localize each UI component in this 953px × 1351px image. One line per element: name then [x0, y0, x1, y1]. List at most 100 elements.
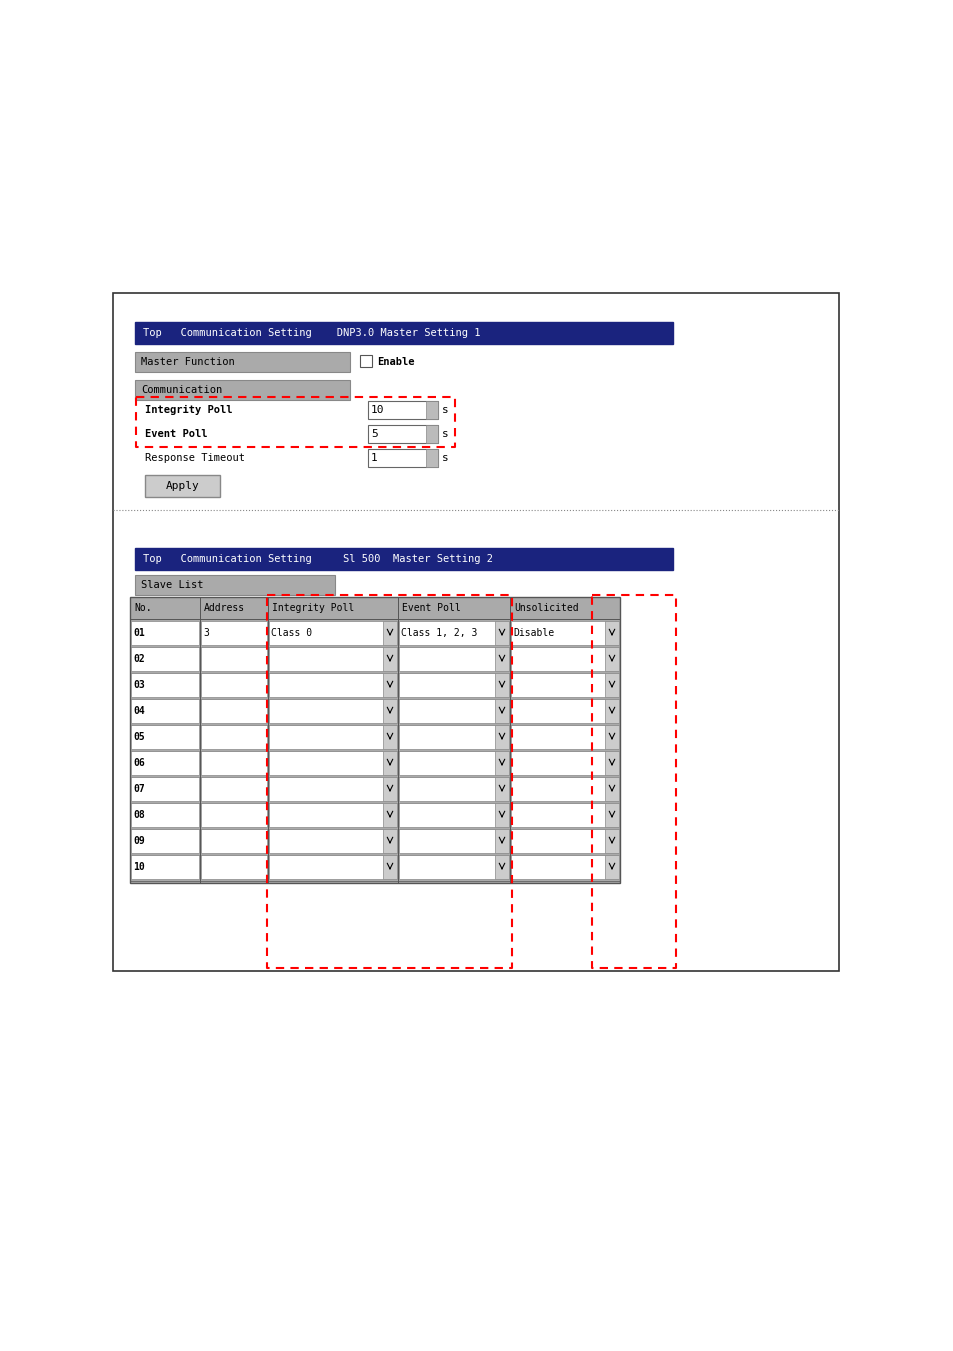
FancyBboxPatch shape	[398, 751, 509, 775]
FancyBboxPatch shape	[426, 449, 437, 467]
FancyBboxPatch shape	[604, 698, 618, 723]
FancyBboxPatch shape	[131, 802, 199, 827]
FancyBboxPatch shape	[495, 698, 509, 723]
FancyBboxPatch shape	[269, 802, 396, 827]
FancyBboxPatch shape	[511, 830, 618, 852]
FancyBboxPatch shape	[495, 673, 509, 697]
FancyBboxPatch shape	[368, 449, 437, 467]
FancyBboxPatch shape	[368, 401, 437, 419]
FancyBboxPatch shape	[131, 830, 199, 852]
FancyBboxPatch shape	[604, 621, 618, 644]
FancyBboxPatch shape	[511, 802, 618, 827]
FancyBboxPatch shape	[269, 673, 396, 697]
FancyBboxPatch shape	[135, 353, 350, 372]
FancyBboxPatch shape	[511, 855, 618, 880]
Text: Address: Address	[204, 603, 245, 613]
FancyBboxPatch shape	[201, 751, 267, 775]
FancyBboxPatch shape	[201, 673, 267, 697]
Text: Event Poll: Event Poll	[145, 430, 208, 439]
FancyBboxPatch shape	[131, 698, 199, 723]
FancyBboxPatch shape	[269, 621, 396, 644]
Text: Integrity Poll: Integrity Poll	[145, 405, 233, 415]
Text: Top   Communication Setting     Sl 500  Master Setting 2: Top Communication Setting Sl 500 Master …	[143, 554, 493, 563]
FancyBboxPatch shape	[269, 725, 396, 748]
Text: Master Function: Master Function	[141, 357, 234, 367]
FancyBboxPatch shape	[398, 698, 509, 723]
FancyBboxPatch shape	[201, 647, 267, 671]
FancyBboxPatch shape	[398, 830, 509, 852]
FancyBboxPatch shape	[604, 830, 618, 852]
FancyBboxPatch shape	[269, 830, 396, 852]
FancyBboxPatch shape	[135, 322, 672, 345]
FancyBboxPatch shape	[426, 401, 437, 419]
FancyBboxPatch shape	[511, 621, 618, 644]
FancyBboxPatch shape	[398, 802, 509, 827]
Text: s: s	[441, 405, 448, 415]
Text: s: s	[441, 453, 448, 463]
FancyBboxPatch shape	[269, 777, 396, 801]
FancyBboxPatch shape	[511, 698, 618, 723]
Text: 06: 06	[132, 758, 145, 767]
FancyBboxPatch shape	[495, 621, 509, 644]
FancyBboxPatch shape	[269, 855, 396, 880]
FancyBboxPatch shape	[511, 777, 618, 801]
Text: s: s	[441, 430, 448, 439]
FancyBboxPatch shape	[131, 725, 199, 748]
Text: 1: 1	[371, 453, 377, 463]
Text: Slave List: Slave List	[141, 580, 203, 590]
FancyBboxPatch shape	[604, 777, 618, 801]
FancyBboxPatch shape	[145, 476, 220, 497]
Text: 01: 01	[132, 628, 145, 638]
Text: Class 1, 2, 3: Class 1, 2, 3	[400, 628, 476, 638]
FancyBboxPatch shape	[131, 855, 199, 880]
Text: Response Timeout: Response Timeout	[145, 453, 245, 463]
FancyBboxPatch shape	[201, 855, 267, 880]
FancyBboxPatch shape	[398, 673, 509, 697]
FancyBboxPatch shape	[398, 621, 509, 644]
FancyBboxPatch shape	[201, 621, 267, 644]
Text: 02: 02	[132, 654, 145, 663]
Text: 03: 03	[132, 680, 145, 690]
FancyBboxPatch shape	[382, 725, 396, 748]
Text: 05: 05	[132, 732, 145, 742]
FancyBboxPatch shape	[511, 673, 618, 697]
FancyBboxPatch shape	[269, 647, 396, 671]
FancyBboxPatch shape	[511, 647, 618, 671]
FancyBboxPatch shape	[201, 725, 267, 748]
FancyBboxPatch shape	[398, 855, 509, 880]
FancyBboxPatch shape	[511, 751, 618, 775]
FancyBboxPatch shape	[604, 751, 618, 775]
FancyBboxPatch shape	[135, 576, 335, 594]
FancyBboxPatch shape	[112, 293, 838, 971]
Text: Communication: Communication	[141, 385, 222, 394]
FancyBboxPatch shape	[398, 725, 509, 748]
Text: 5: 5	[371, 430, 377, 439]
FancyBboxPatch shape	[382, 830, 396, 852]
FancyBboxPatch shape	[135, 549, 672, 570]
FancyBboxPatch shape	[382, 802, 396, 827]
Text: 04: 04	[132, 707, 145, 716]
Text: Top   Communication Setting    DNP3.0 Master Setting 1: Top Communication Setting DNP3.0 Master …	[143, 328, 480, 338]
FancyBboxPatch shape	[495, 777, 509, 801]
FancyBboxPatch shape	[495, 802, 509, 827]
FancyBboxPatch shape	[131, 647, 199, 671]
FancyBboxPatch shape	[495, 647, 509, 671]
Text: Event Poll: Event Poll	[401, 603, 460, 613]
FancyBboxPatch shape	[398, 647, 509, 671]
FancyBboxPatch shape	[131, 621, 199, 644]
FancyBboxPatch shape	[604, 725, 618, 748]
Text: Enable: Enable	[376, 357, 414, 367]
FancyBboxPatch shape	[269, 751, 396, 775]
FancyBboxPatch shape	[382, 647, 396, 671]
Text: 08: 08	[132, 811, 145, 820]
Text: Apply: Apply	[166, 481, 199, 490]
FancyBboxPatch shape	[382, 855, 396, 880]
Text: 10: 10	[132, 862, 145, 871]
Text: 3: 3	[203, 628, 209, 638]
FancyBboxPatch shape	[426, 426, 437, 443]
Text: Class 0: Class 0	[271, 628, 312, 638]
FancyBboxPatch shape	[201, 830, 267, 852]
FancyBboxPatch shape	[201, 698, 267, 723]
FancyBboxPatch shape	[604, 802, 618, 827]
FancyBboxPatch shape	[604, 855, 618, 880]
